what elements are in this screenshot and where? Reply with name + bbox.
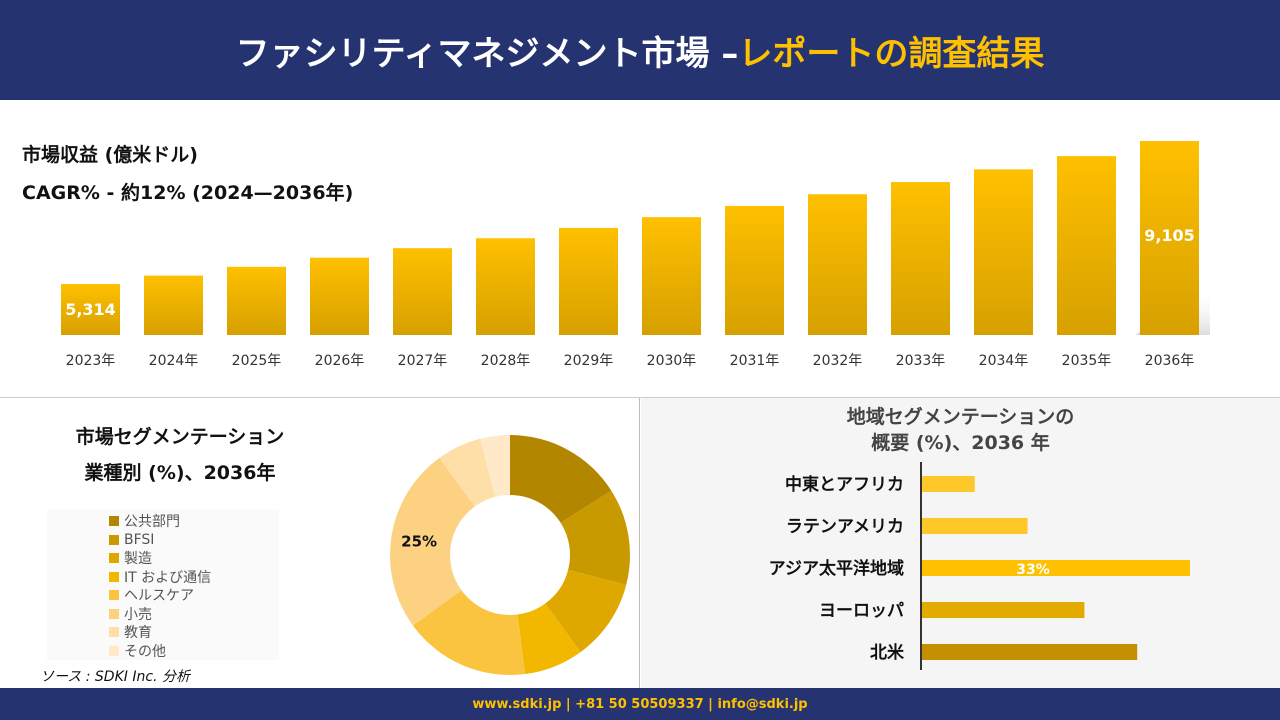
legend-item: その他 xyxy=(109,642,279,661)
revenue-label: 市場収益 (億米ドル) xyxy=(22,144,198,166)
revenue-bar xyxy=(1140,141,1199,335)
year-tick-label: 2026年 xyxy=(315,353,365,369)
year-tick-label: 2033年 xyxy=(896,353,946,369)
revenue-bar xyxy=(974,169,1033,335)
region-label: ヨーロッパ xyxy=(819,601,904,621)
revenue-bar xyxy=(393,248,452,335)
revenue-bar xyxy=(476,238,535,335)
donut-slice xyxy=(510,435,612,523)
donut-slice xyxy=(390,457,475,626)
region-bar xyxy=(922,560,1190,576)
cagr-label: CAGR% - 約12% (2024—2036年) xyxy=(22,182,354,204)
year-tick-label: 2030年 xyxy=(647,353,697,369)
segment-title-2: 業種別 (%)、2036年 xyxy=(84,462,276,484)
year-tick-label: 2035年 xyxy=(1062,353,1112,369)
revenue-bar xyxy=(559,227,618,335)
region-bar xyxy=(922,602,1085,618)
revenue-bar xyxy=(227,266,286,335)
revenue-bar xyxy=(725,205,784,335)
legend-item: BFSI xyxy=(109,531,279,550)
donut-slice xyxy=(439,438,496,507)
revenue-bar xyxy=(642,217,701,335)
donut-slice xyxy=(560,490,630,585)
region-bar xyxy=(922,518,1028,534)
legend-swatch xyxy=(109,534,119,545)
revenue-bar xyxy=(61,284,120,335)
industry-segment-panel: 市場セグメンテーション 業種別 (%)、2036年 公共部門 BFSI 製造 IT お… xyxy=(0,398,640,688)
region-label: 北米 xyxy=(870,642,905,663)
legend-label: 小売 xyxy=(124,606,152,623)
legend-label: BFSI xyxy=(124,531,155,548)
slice-data-label: 25% xyxy=(401,533,437,551)
revenue-bar xyxy=(144,275,203,335)
donut-slice xyxy=(517,603,581,675)
year-tick-label: 2028年 xyxy=(481,353,531,369)
legend-swatch xyxy=(109,627,119,638)
legend-swatch xyxy=(109,590,119,601)
legend-label: 教育 xyxy=(124,625,152,642)
legend-item: ヘルスケア xyxy=(109,586,279,605)
legend-item: 小売 xyxy=(109,605,279,624)
industry-donut-chart: 25% xyxy=(390,435,630,675)
revenue-bar-chart: 2023年 5,314 2024年 2025年 2026年 2027年 2028年 2029年… xyxy=(61,141,1210,369)
region-data-label: 33% xyxy=(1016,562,1050,578)
header-banner: ファシリティマネジメント市場 – レポートの調査結果 xyxy=(0,0,1280,100)
title: ファシリティマネジメント市場 – xyxy=(235,33,739,74)
region-label: アジア太平洋地域 xyxy=(769,558,904,579)
revenue-bar xyxy=(1057,156,1116,335)
year-tick-label: 2025年 xyxy=(232,353,282,369)
region-bar xyxy=(922,644,1138,660)
footer-contact: www.sdki.jp | +81 50 50509337 | info@sdk… xyxy=(0,688,1280,720)
legend-swatch xyxy=(109,608,119,619)
year-tick-label: 2027年 xyxy=(398,353,448,369)
bar-data-label: 9,105 xyxy=(1144,226,1195,245)
region-segment-panel: 地域セグメンテーションの 概要 (%)、2036 年 中東とアフリカ ラテンアメリカ… xyxy=(641,398,1280,688)
region-label: ラテンアメリカ xyxy=(786,517,904,537)
source-note: ソース : SDKI Inc. 分析 xyxy=(40,669,190,685)
year-tick-label: 2029年 xyxy=(564,353,614,369)
bar-data-label: 5,314 xyxy=(65,300,116,319)
year-tick-label: 2024年 xyxy=(149,353,199,369)
year-tick-label: 2031年 xyxy=(730,353,780,369)
title-accent: レポートの調査結果 xyxy=(738,33,1045,74)
revenue-bar xyxy=(808,194,867,335)
donut-slice xyxy=(412,590,526,675)
legend-label: 公共部門 xyxy=(124,514,180,531)
year-tick-label: 2023年 xyxy=(66,353,116,369)
legend-label: その他 xyxy=(124,643,166,660)
legend-swatch xyxy=(109,553,119,564)
revenue-bar xyxy=(891,182,950,335)
segment-title-1: 市場セグメンテーション xyxy=(75,426,285,448)
year-tick-label: 2034年 xyxy=(979,353,1029,369)
donut-slice xyxy=(545,569,627,653)
legend-item: IT および通信 xyxy=(109,568,279,587)
pie-legend: 公共部門 BFSI 製造 IT および通信 ヘルスケア 小売教育 その他 xyxy=(47,510,279,660)
region-label: 中東とアフリカ xyxy=(785,474,904,495)
region-bar xyxy=(922,476,975,492)
revenue-bar xyxy=(310,257,369,335)
region-title: 地域セグメンテーションの 概要 (%)、2036 年 xyxy=(846,406,1075,454)
legend-swatch xyxy=(109,516,119,527)
legend-label: IT および通信 xyxy=(124,569,212,586)
donut-slice xyxy=(480,435,510,497)
legend-swatch xyxy=(109,645,119,656)
legend-item: 公共部門 xyxy=(109,512,279,531)
legend-label: ヘルスケア xyxy=(124,588,194,605)
legend-item: 製造 xyxy=(109,549,279,568)
revenue-section: 市場収益 (億米ドル) CAGR% - 約12% (2024—2036年) 20… xyxy=(0,100,1280,398)
year-tick-label: 2032年 xyxy=(813,353,863,369)
year-tick-label: 2036年 xyxy=(1145,353,1195,369)
legend-label: 製造 xyxy=(124,551,152,568)
legend-swatch xyxy=(109,571,119,582)
legend-item: 教育 xyxy=(109,623,279,642)
